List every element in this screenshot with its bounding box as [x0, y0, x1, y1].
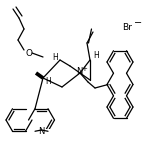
Text: +: +	[81, 66, 87, 72]
Text: H: H	[93, 52, 99, 60]
Text: N: N	[38, 127, 45, 136]
Text: H: H	[45, 76, 51, 86]
Text: H: H	[52, 53, 58, 62]
Text: O: O	[25, 49, 32, 58]
Text: N: N	[76, 67, 82, 76]
Text: −: −	[134, 18, 142, 28]
Text: Br: Br	[122, 22, 132, 31]
